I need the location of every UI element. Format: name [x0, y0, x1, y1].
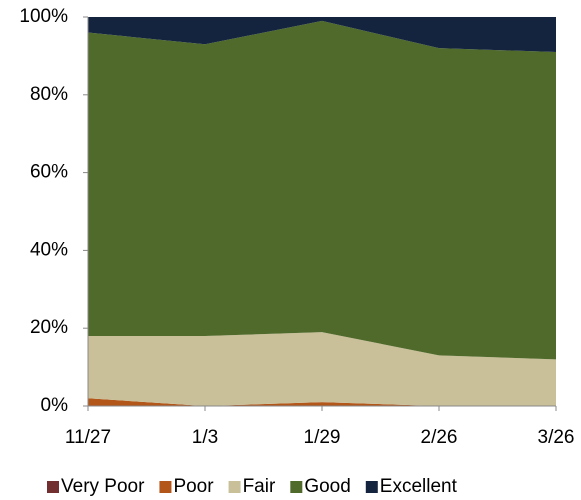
y-tick-label: 100% [19, 6, 68, 27]
y-tick-label: 80% [30, 84, 68, 105]
legend-swatch [228, 481, 241, 493]
y-tick-label: 40% [30, 239, 68, 260]
x-tick-label: 1/3 [192, 427, 218, 448]
legend-swatch [365, 481, 378, 493]
area [88, 332, 556, 406]
x-tick-label: 3/26 [538, 427, 575, 448]
y-tick-label: 20% [30, 317, 68, 338]
legend-label: Good [304, 476, 350, 497]
legend-swatch [159, 481, 172, 493]
legend-swatch [47, 481, 59, 493]
x-tick-label: 2/26 [421, 427, 458, 448]
area [88, 17, 556, 53]
x-tick-label: 11/27 [65, 427, 111, 448]
area [88, 20, 556, 360]
legend-swatch [290, 481, 303, 493]
legend-label: Very Poor [61, 476, 145, 497]
y-tick-label: 60% [30, 162, 68, 183]
legend-label: Poor [173, 476, 214, 497]
legend-label: Fair [243, 476, 276, 497]
legend-label: Excellent [380, 476, 458, 497]
y-tick-label: 0% [41, 395, 69, 416]
x-tick-label: 1/29 [304, 427, 341, 448]
